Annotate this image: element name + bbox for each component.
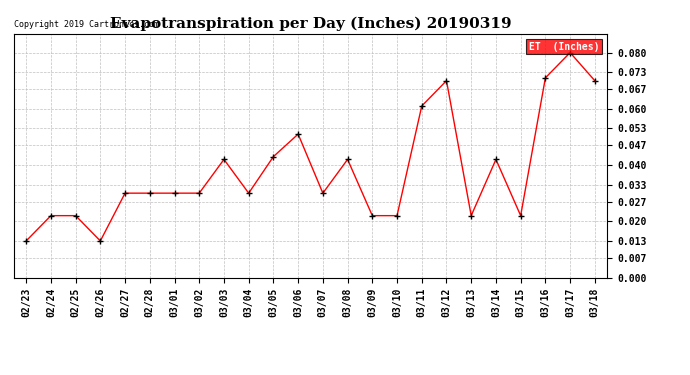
- Title: Evapotranspiration per Day (Inches) 20190319: Evapotranspiration per Day (Inches) 2019…: [110, 17, 511, 31]
- Text: Copyright 2019 Cartronics.com: Copyright 2019 Cartronics.com: [14, 20, 159, 29]
- Legend: ET  (Inches): ET (Inches): [526, 39, 602, 54]
